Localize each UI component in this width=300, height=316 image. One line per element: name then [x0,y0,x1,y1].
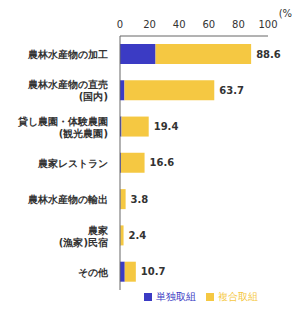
html-text:複合取組: 複合取組 [218,291,258,302]
svg-text:40: 40 [173,19,186,30]
svg-text:農林水産物の直売(国内): 農林水産物の直売(国内) [27,79,108,102]
svg-text:農家レストラン: 農家レストラン [37,158,108,169]
svg-text:60: 60 [202,19,215,30]
svg-text:貸し農園・体験農園(観光農園): 貸し農園・体験農園(観光農園) [17,116,108,139]
svg-text:3.8: 3.8 [131,194,149,205]
svg-text:農家(漁家)民宿: 農家(漁家)民宿 [59,225,108,248]
svg-text:88.6: 88.6 [256,49,281,60]
svg-text:19.4: 19.4 [154,121,179,132]
svg-text:0: 0 [117,19,123,30]
html-text:単独取組: 単独取組 [156,291,196,302]
svg-text:農林水産物の加工: 農林水産物の加工 [27,49,108,60]
svg-text:63.7: 63.7 [219,85,244,96]
svg-text:その他: その他 [78,267,109,278]
svg-text:100: 100 [258,19,277,30]
svg-text:80: 80 [232,19,245,30]
svg-text:2.4: 2.4 [129,230,147,241]
svg-text:20: 20 [143,19,156,30]
svg-text:10.7: 10.7 [141,266,166,277]
svg-text:農林水産物の輸出: 農林水産物の輸出 [27,194,108,205]
svg-text:16.6: 16.6 [150,157,175,168]
